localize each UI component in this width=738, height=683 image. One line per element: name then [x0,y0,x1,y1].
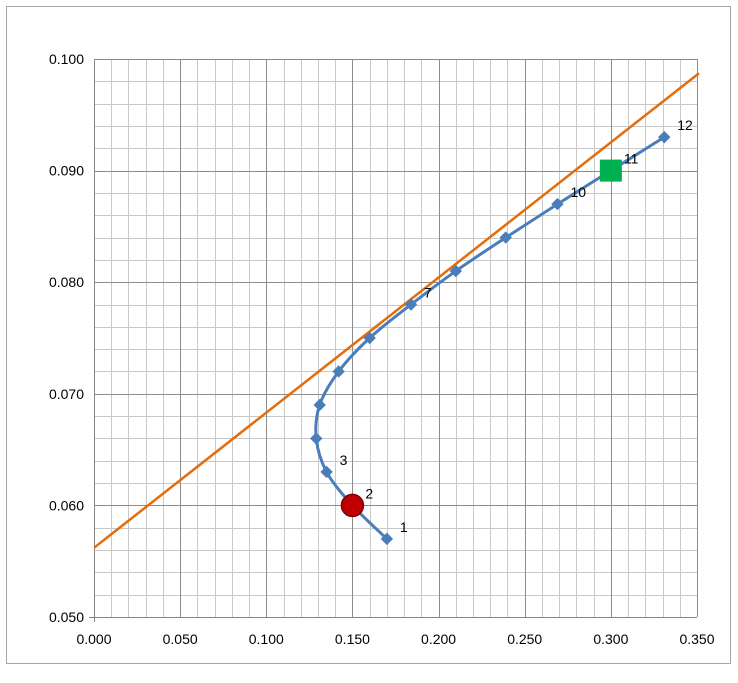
point-label: 2 [365,485,373,501]
curve-point-marker [363,331,376,345]
curve-point-marker [380,532,394,546]
highlight-circle-marker [340,493,365,518]
point-label: 7 [424,285,432,301]
curve-point-marker [310,432,323,445]
x-tick-label: 0.100 [249,631,284,647]
x-tick-label: 0.200 [421,631,456,647]
y-tick-label: 0.070 [49,386,84,402]
point-label: 3 [340,452,348,468]
x-tick-label: 0.000 [76,631,111,647]
curve-point-marker [313,398,326,412]
axes [89,59,697,622]
point-label: 11 [624,151,639,167]
x-tick-label: 0.350 [679,631,714,647]
y-tick-label: 0.100 [49,51,84,67]
y-tick-label: 0.080 [49,274,84,290]
point-label: 1 [400,519,408,535]
point-label: 10 [570,184,586,200]
trend-line [94,72,700,549]
point-label: 12 [677,117,693,133]
curve-point-marker [658,130,671,144]
curve-point-marker [332,365,345,378]
y-tick-label: 0.060 [49,497,84,513]
y-tick-labels: 0.050 0.060 0.070 0.080 0.090 0.100 [49,51,84,625]
x-tick-label: 0.150 [335,631,370,647]
curve-point-marker [449,264,463,278]
highlight-square-marker [599,159,622,182]
curve-point-marker [551,197,564,211]
x-tick-label: 0.250 [507,631,542,647]
x-tick-label: 0.050 [163,631,198,647]
y-tick-label: 0.090 [49,163,84,179]
x-tick-label: 0.300 [593,631,628,647]
curve-point-marker [320,465,333,479]
plot-marks [94,72,700,549]
grid-minor [94,59,697,617]
y-tick-label: 0.050 [49,609,84,625]
curve-point-marker [404,298,418,311]
curve-point-marker [499,231,512,244]
x-tick-labels: 0.000 0.050 0.100 0.150 0.200 0.250 0.300 0.350 [76,631,714,647]
